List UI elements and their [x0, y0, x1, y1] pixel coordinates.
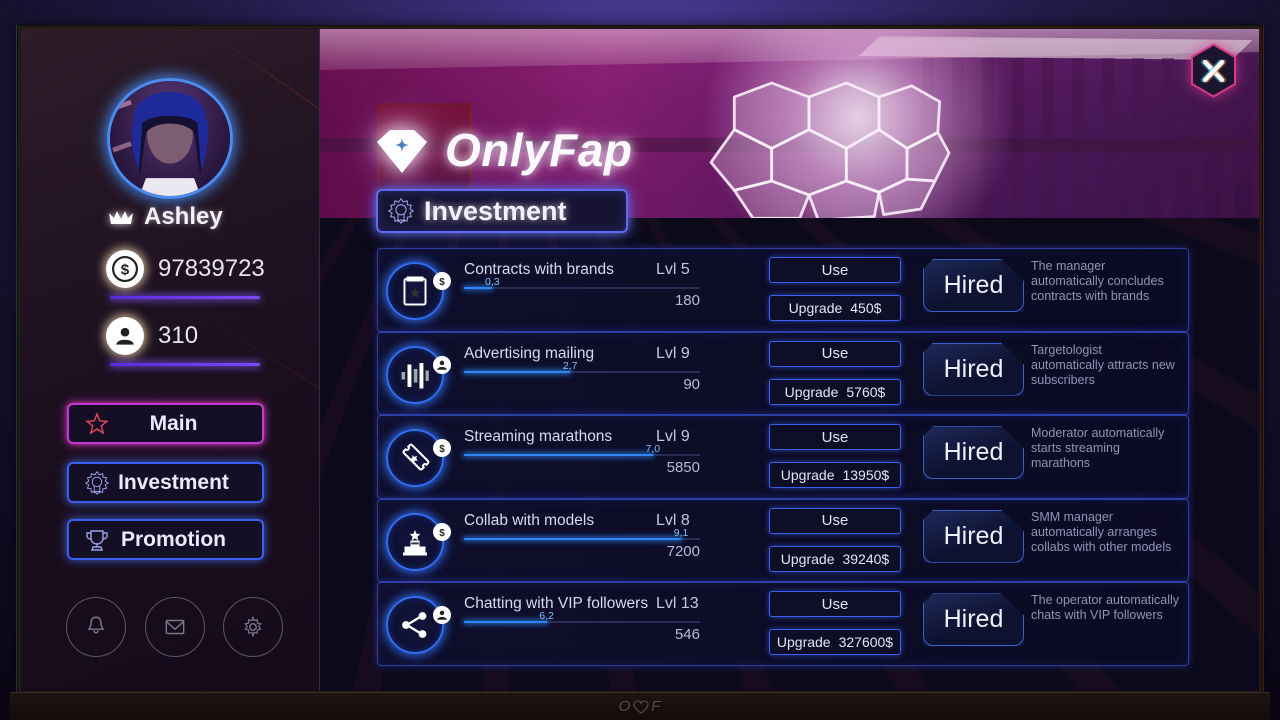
svg-text:$: $ — [121, 261, 130, 278]
svg-text:$: $ — [439, 277, 445, 288]
svg-text:$: $ — [439, 528, 445, 539]
svg-text:$: $ — [439, 444, 445, 455]
